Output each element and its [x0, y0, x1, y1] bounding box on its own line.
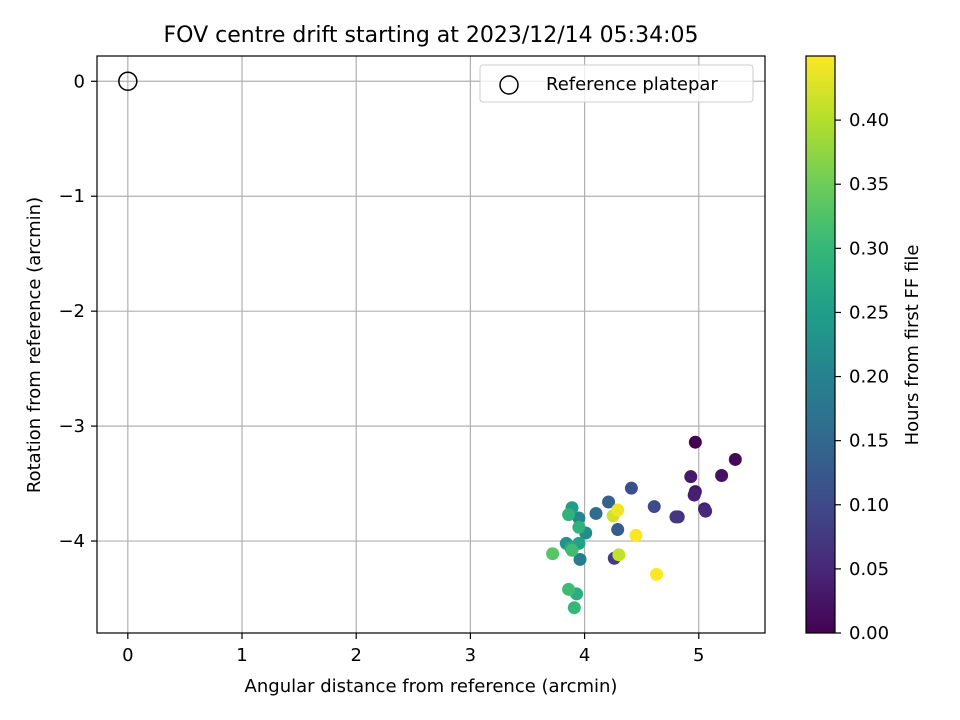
- data-point: [687, 488, 701, 502]
- colorbar-label: Hours from first FF file: [902, 245, 923, 446]
- y-tick-label: −3: [58, 416, 85, 437]
- legend-label-reference: Reference platepar: [546, 74, 718, 95]
- legend-marker-reference: [499, 75, 519, 95]
- y-tick-label: −1: [58, 186, 85, 207]
- legend-box: [479, 64, 754, 103]
- data-point: [688, 435, 702, 449]
- legend: Reference platepar: [479, 64, 754, 103]
- data-point: [573, 552, 587, 566]
- data-point: [611, 523, 625, 537]
- data-point: [611, 503, 625, 517]
- colorbar-tick-label: 0.30: [849, 238, 889, 259]
- colorbar-tick-label: 0.10: [849, 495, 889, 516]
- x-tick-label: 2: [350, 645, 361, 666]
- data-point: [572, 520, 586, 534]
- colorbar-tick-label: 0.25: [849, 302, 889, 323]
- colorbar-tick-label: 0.35: [849, 174, 889, 195]
- data-point: [669, 510, 683, 524]
- y-tick-label: −4: [58, 531, 85, 552]
- data-point: [612, 548, 626, 562]
- colorbar: 0.00 0.05 0.10 0.15 0.20 0.25 0.30 0.35 0.40: [805, 55, 889, 644]
- colorbar-tick-label: 0.05: [849, 559, 889, 580]
- data-point: [699, 504, 713, 518]
- y-tick-label: −2: [58, 301, 85, 322]
- data-point: [562, 582, 576, 596]
- data-point: [546, 547, 560, 561]
- data-point: [715, 469, 729, 483]
- data-point: [650, 567, 664, 581]
- x-tick-label: 4: [579, 645, 590, 666]
- data-point: [624, 481, 638, 495]
- data-point: [565, 543, 579, 557]
- colorbar-scale: [805, 55, 836, 634]
- data-point: [728, 452, 742, 466]
- colorbar-tick-label: 0.40: [849, 110, 889, 131]
- y-axis-label: Rotation from reference (arcmin): [24, 197, 45, 493]
- data-point: [602, 495, 616, 509]
- data-point: [629, 528, 643, 542]
- plot-area: 0 1 2 3 4 5 0 −1 −2 −3 −4: [58, 55, 766, 666]
- x-tick-label: 3: [465, 645, 476, 666]
- data-point: [567, 601, 581, 615]
- x-axis-label: Angular distance from reference (arcmin): [245, 676, 618, 697]
- x-tick-label: 1: [236, 645, 247, 666]
- data-point: [562, 508, 576, 522]
- data-point: [647, 500, 661, 514]
- colorbar-tick-label: 0.15: [849, 431, 889, 452]
- data-point: [684, 470, 698, 484]
- chart-title: FOV centre drift starting at 2023/12/14 …: [164, 23, 699, 48]
- y-tick-label: 0: [74, 71, 85, 92]
- x-tick-label: 5: [693, 645, 704, 666]
- reference-point-marker: [118, 71, 138, 92]
- x-tick-label: 0: [122, 645, 133, 666]
- data-point: [572, 511, 586, 525]
- data-point: [589, 506, 603, 520]
- colorbar-tick-label: 0.00: [849, 623, 889, 644]
- colorbar-tick-label: 0.20: [849, 367, 889, 388]
- axes-frame: [96, 55, 766, 634]
